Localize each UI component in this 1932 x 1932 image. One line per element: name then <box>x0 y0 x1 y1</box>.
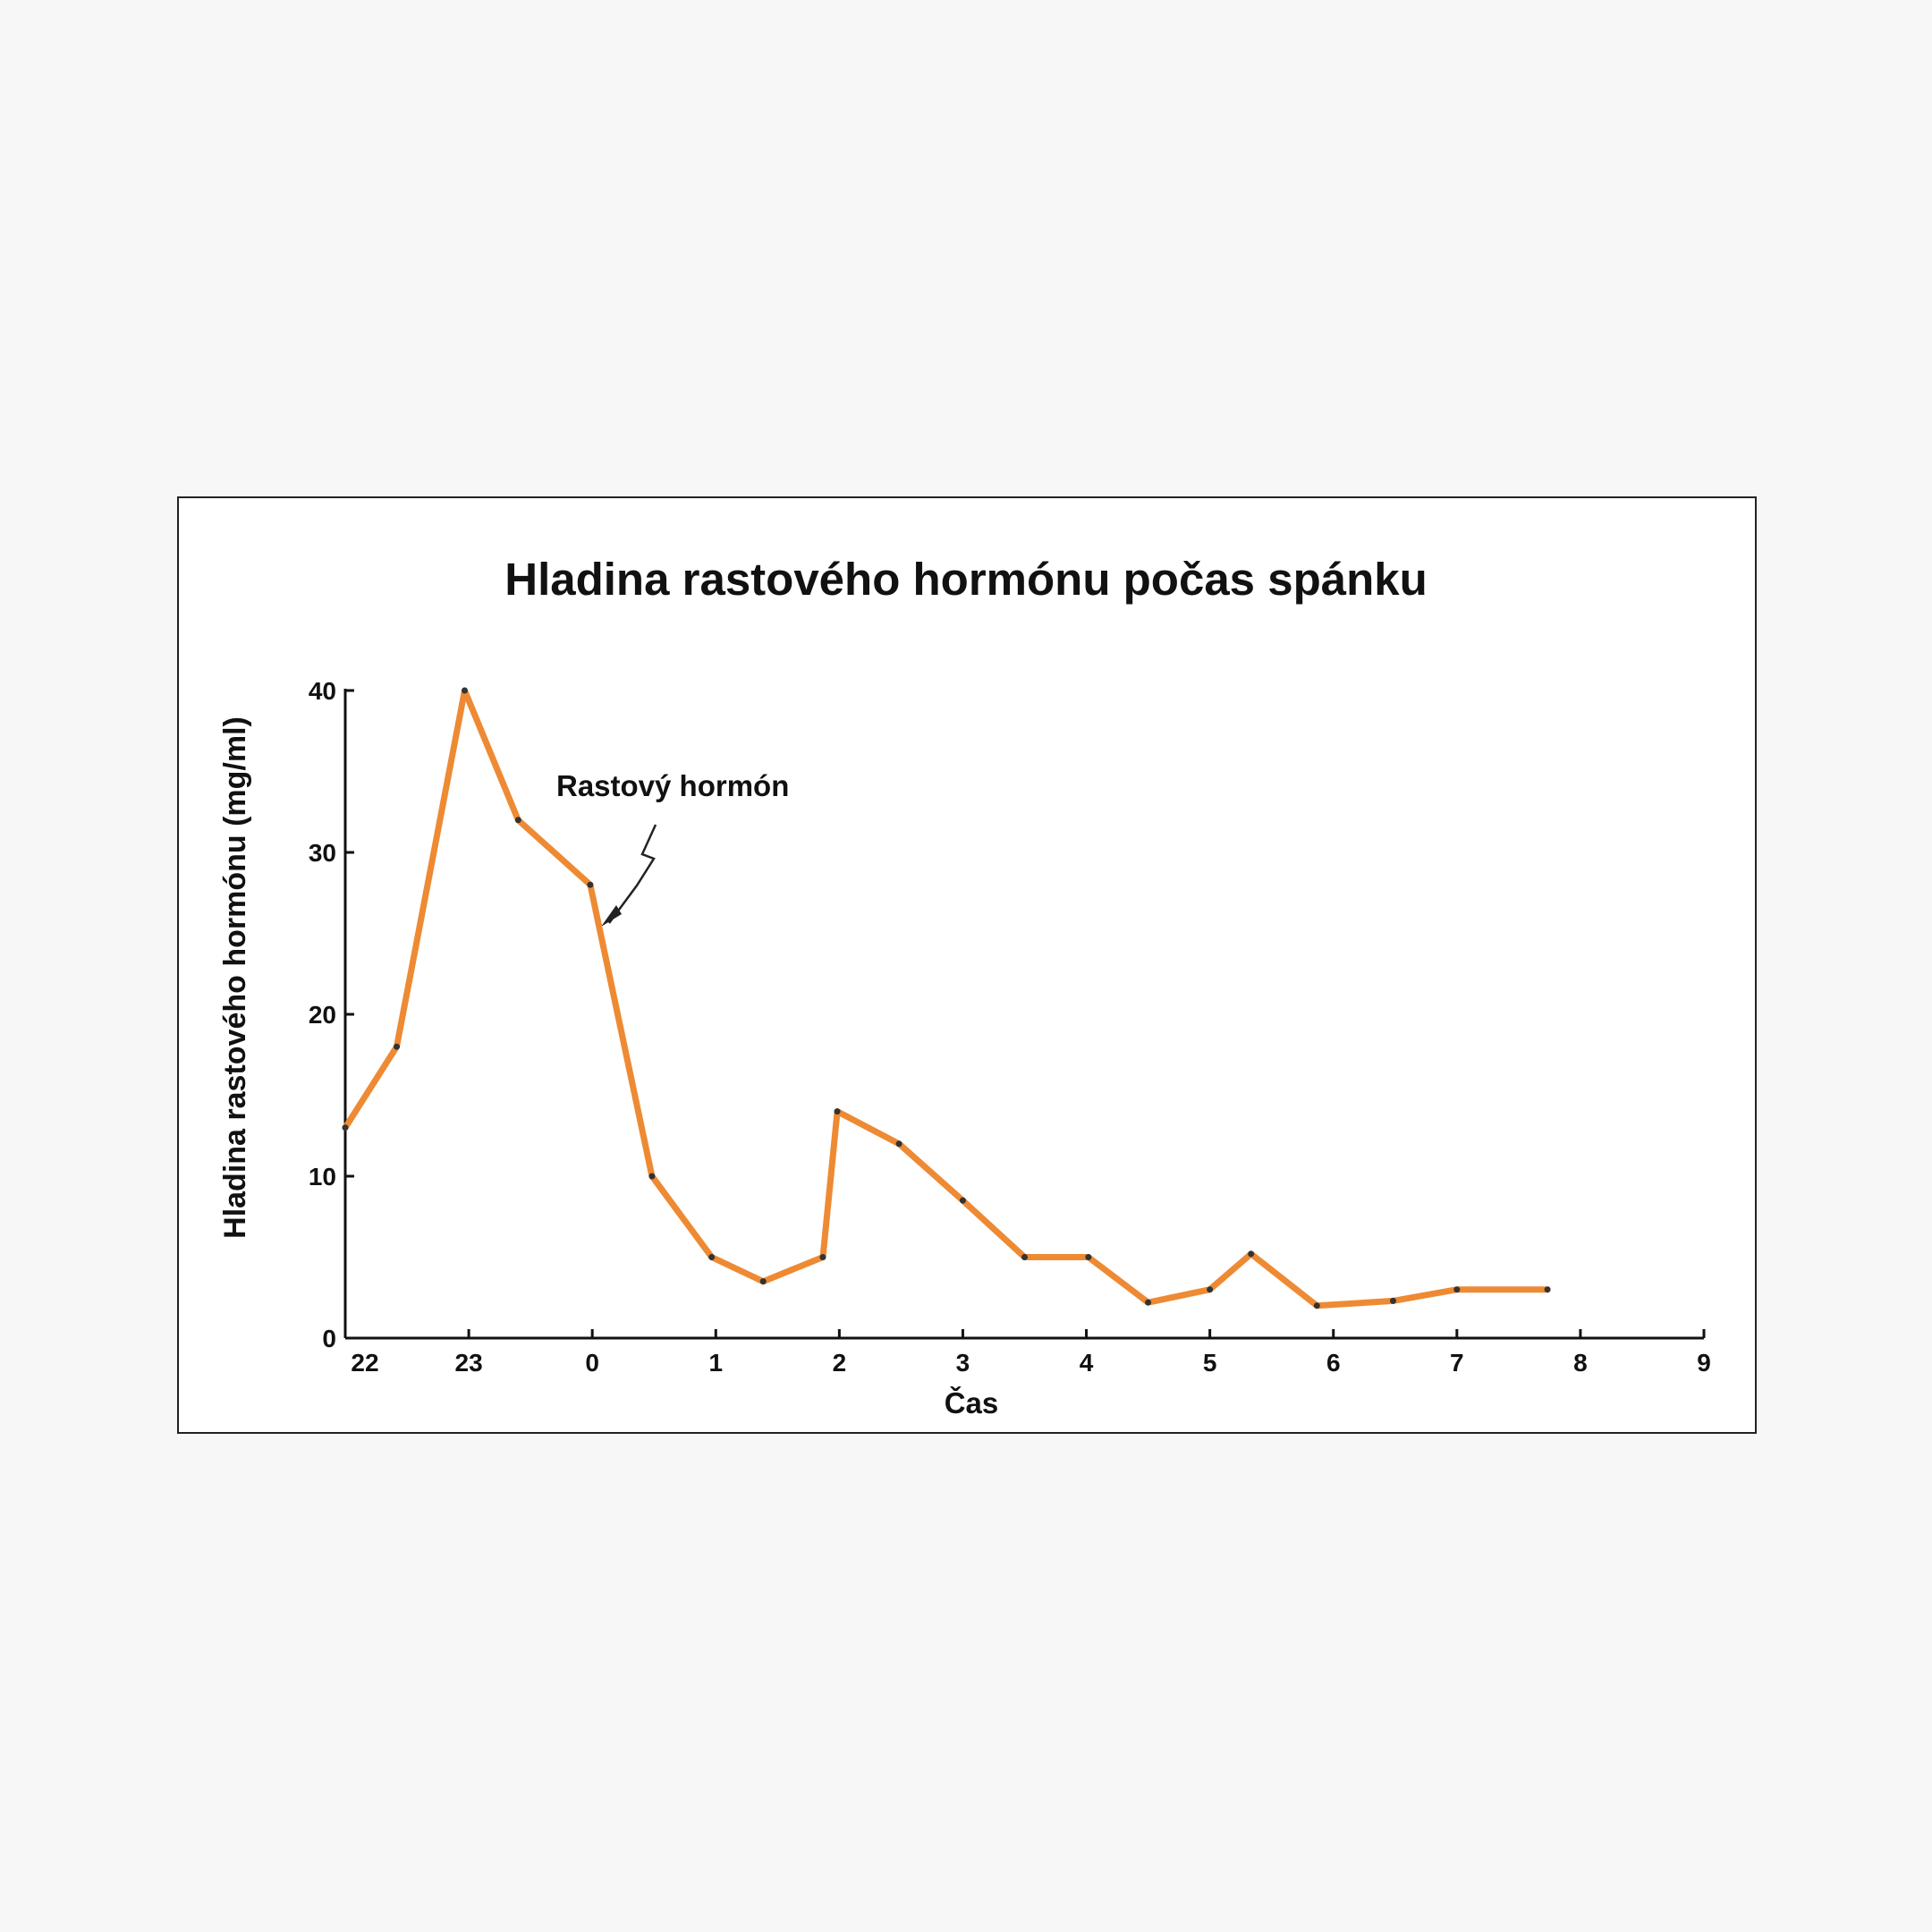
data-point <box>1145 1299 1152 1306</box>
y-tick-label: 20 <box>309 1001 336 1029</box>
y-tick-label: 30 <box>309 839 336 867</box>
x-tick-label: 0 <box>585 1349 599 1377</box>
chart-panel <box>177 496 1757 1434</box>
series-annotation: Rastový hormón <box>556 769 789 802</box>
x-tick-label: 5 <box>1203 1349 1217 1377</box>
x-tick-label: 3 <box>956 1349 970 1377</box>
data-point <box>587 881 594 888</box>
data-point <box>759 1278 767 1285</box>
x-tick-label: 2 <box>833 1349 847 1377</box>
x-tick-label: 23 <box>455 1349 483 1377</box>
y-tick-label: 0 <box>322 1325 336 1352</box>
annotation-arrow <box>607 824 657 924</box>
data-point <box>1453 1286 1461 1293</box>
data-point <box>648 1173 656 1180</box>
annotation-arrow-head <box>601 905 622 927</box>
x-tick-label: 6 <box>1326 1349 1341 1377</box>
data-point <box>834 1108 841 1115</box>
data-point <box>1021 1254 1028 1260</box>
y-tick-label: 10 <box>309 1163 336 1191</box>
data-point <box>708 1254 716 1260</box>
data-point <box>1544 1286 1551 1293</box>
data-point <box>1313 1302 1320 1309</box>
x-tick-label: 9 <box>1697 1349 1711 1377</box>
plot-area <box>342 687 1551 1309</box>
chart-title: Hladina rastového hormónu počas spánku <box>504 554 1428 605</box>
data-point <box>1207 1286 1214 1293</box>
x-tick-label: 1 <box>708 1349 723 1377</box>
y-tick-label: 40 <box>309 677 336 705</box>
x-axis-label: Čas <box>945 1385 999 1419</box>
x-tick-label: 8 <box>1573 1349 1588 1377</box>
data-point <box>461 687 468 694</box>
y-axis-label: Hladina rastového hormónu (mg/ml) <box>218 716 252 1239</box>
data-point <box>514 817 521 824</box>
x-tick-label: 7 <box>1450 1349 1464 1377</box>
data-point <box>895 1140 902 1148</box>
data-point <box>959 1197 966 1204</box>
x-tick-label: 22 <box>351 1349 378 1377</box>
data-point <box>1085 1254 1092 1260</box>
x-tick-label: 4 <box>1080 1349 1094 1377</box>
data-point <box>394 1043 401 1050</box>
data-point <box>1389 1297 1396 1304</box>
data-point <box>1248 1250 1255 1258</box>
data-point <box>342 1124 349 1131</box>
data-point <box>819 1254 826 1260</box>
